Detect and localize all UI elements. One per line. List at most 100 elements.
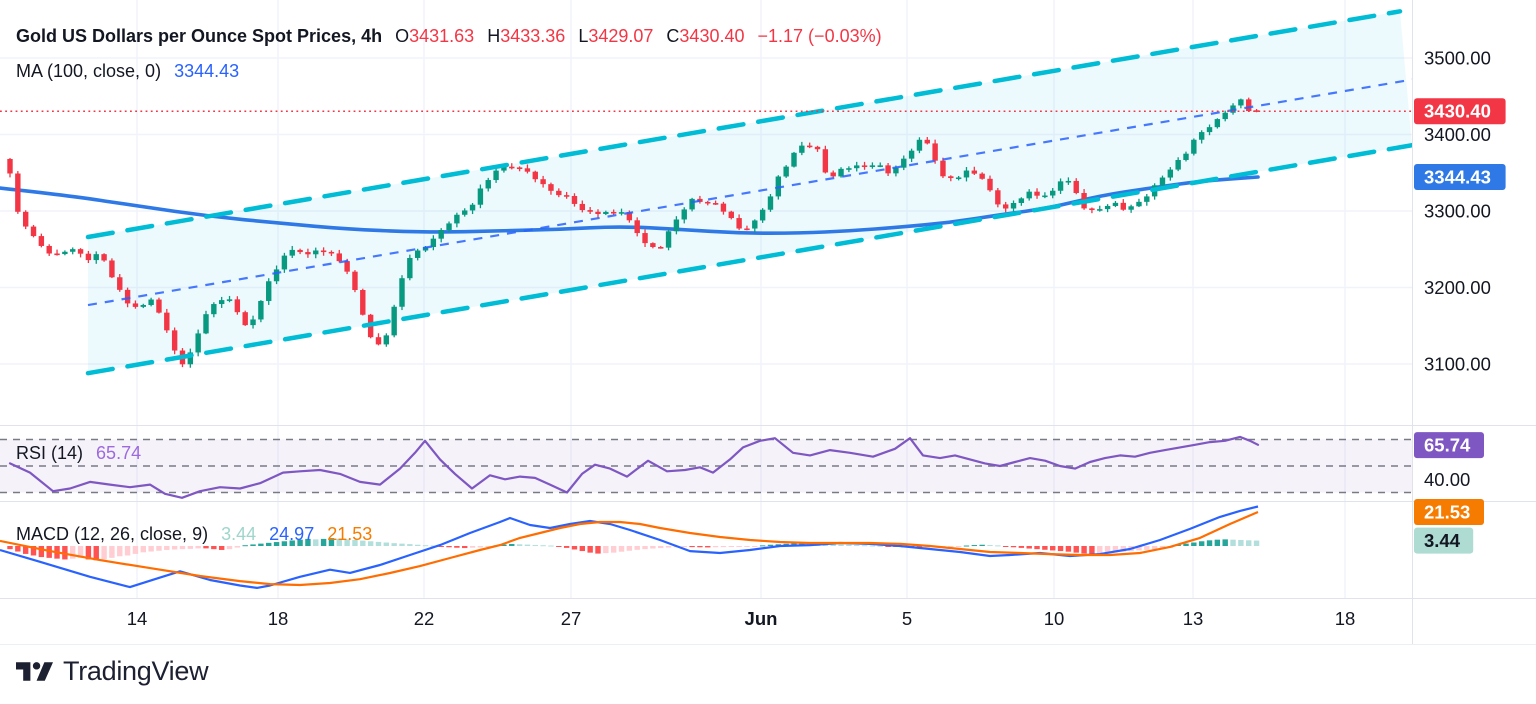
candle[interactable] [46, 244, 52, 256]
candle[interactable] [838, 167, 844, 178]
candle[interactable] [289, 245, 295, 259]
candle[interactable] [1097, 205, 1103, 212]
candle[interactable] [1167, 167, 1174, 181]
candle[interactable] [438, 228, 444, 243]
candle[interactable] [1050, 188, 1056, 199]
candle[interactable] [948, 175, 954, 182]
candle[interactable] [877, 162, 883, 168]
candle[interactable] [1010, 200, 1017, 212]
rsi-legend[interactable]: RSI (14) 65.74 [16, 443, 141, 464]
candle[interactable] [712, 200, 719, 205]
candle[interactable] [15, 171, 21, 214]
candle[interactable] [273, 265, 280, 285]
candle[interactable] [1214, 118, 1221, 129]
candle[interactable] [1034, 188, 1040, 199]
candle[interactable] [1253, 108, 1260, 113]
candle[interactable] [109, 258, 115, 279]
candle[interactable] [226, 295, 233, 303]
candle[interactable] [806, 142, 813, 149]
candle[interactable] [587, 206, 593, 215]
candle[interactable] [1112, 201, 1119, 208]
candle[interactable] [281, 252, 288, 273]
candle[interactable] [1018, 197, 1025, 206]
candle[interactable] [38, 233, 45, 248]
candle[interactable] [822, 145, 829, 174]
candle[interactable] [1002, 201, 1009, 213]
candle[interactable] [610, 209, 617, 216]
candle[interactable] [218, 296, 225, 308]
candle[interactable] [1104, 204, 1111, 213]
candle[interactable] [1238, 98, 1244, 109]
candle[interactable] [328, 250, 335, 257]
candle[interactable] [509, 163, 515, 170]
candle[interactable] [1136, 198, 1142, 208]
candle[interactable] [901, 155, 907, 171]
tradingview-logo[interactable]: TradingView [16, 656, 209, 687]
candle[interactable] [979, 172, 985, 180]
channel-mid-line[interactable] [87, 78, 1413, 307]
candle[interactable] [203, 310, 209, 335]
candle[interactable] [705, 200, 711, 206]
candle[interactable] [171, 327, 178, 355]
candle[interactable] [728, 210, 734, 220]
candle[interactable] [85, 250, 92, 264]
candle[interactable] [1222, 110, 1228, 122]
candle[interactable] [1175, 157, 1181, 172]
candle[interactable] [1120, 199, 1126, 211]
candle[interactable] [665, 229, 672, 251]
candle[interactable] [132, 300, 139, 309]
candle[interactable] [391, 304, 397, 338]
candle[interactable] [414, 248, 421, 261]
candle[interactable] [469, 203, 476, 215]
candle[interactable] [603, 210, 609, 216]
candle[interactable] [869, 162, 876, 169]
candle[interactable] [1073, 178, 1079, 195]
candle[interactable] [924, 137, 930, 145]
candle[interactable] [1198, 130, 1205, 144]
candle[interactable] [1042, 192, 1048, 199]
candle[interactable] [720, 201, 727, 215]
candle[interactable] [1144, 194, 1150, 206]
candle[interactable] [532, 170, 538, 183]
candle[interactable] [242, 310, 248, 326]
candle[interactable] [454, 212, 460, 228]
candle[interactable] [1089, 207, 1095, 214]
candle[interactable] [759, 208, 766, 223]
candle[interactable] [987, 175, 993, 192]
candle[interactable] [383, 333, 390, 347]
candle[interactable] [140, 303, 146, 309]
candle[interactable] [932, 139, 938, 164]
candle[interactable] [634, 217, 640, 237]
candle[interactable] [1246, 97, 1252, 112]
candle[interactable] [187, 348, 194, 368]
candle[interactable] [556, 188, 562, 198]
candle[interactable] [485, 177, 491, 192]
candle[interactable] [117, 274, 123, 292]
candle[interactable] [689, 197, 695, 212]
candle[interactable] [963, 167, 970, 182]
candle[interactable] [885, 162, 891, 177]
candle[interactable] [77, 248, 84, 258]
candle[interactable] [313, 247, 319, 259]
candle[interactable] [1065, 177, 1072, 185]
candle[interactable] [908, 148, 915, 163]
candle[interactable] [477, 184, 484, 209]
candle[interactable] [250, 315, 256, 329]
candle[interactable] [336, 249, 342, 263]
candle[interactable] [916, 137, 923, 154]
candle[interactable] [846, 166, 852, 173]
candle[interactable] [861, 161, 868, 170]
candle[interactable] [791, 151, 797, 168]
candle[interactable] [22, 210, 29, 230]
candle[interactable] [156, 297, 162, 314]
candle[interactable] [462, 208, 468, 217]
channel-upper-line[interactable] [85, 9, 1403, 240]
candle[interactable] [430, 235, 437, 251]
candle[interactable] [30, 224, 37, 238]
candle[interactable] [799, 141, 805, 156]
candle[interactable] [940, 157, 946, 179]
candle[interactable] [563, 191, 570, 199]
candle[interactable] [595, 209, 601, 218]
candle[interactable] [164, 308, 170, 333]
